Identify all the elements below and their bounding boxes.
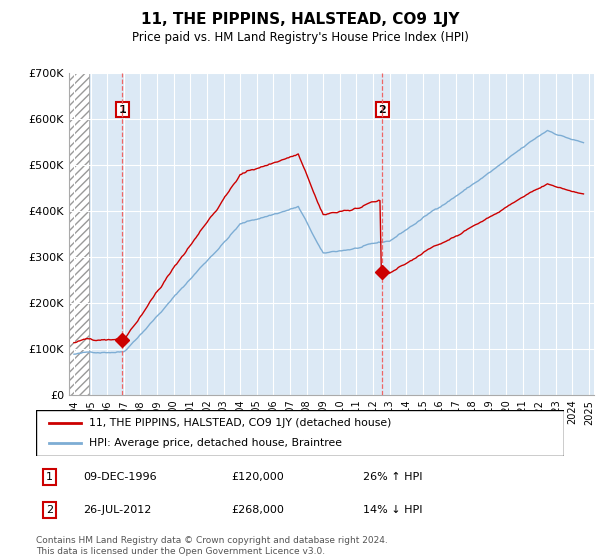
- Text: 09-DEC-1996: 09-DEC-1996: [83, 472, 157, 482]
- Text: £120,000: £120,000: [232, 472, 284, 482]
- Bar: [69, 73, 89, 395]
- Text: 11, THE PIPPINS, HALSTEAD, CO9 1JY: 11, THE PIPPINS, HALSTEAD, CO9 1JY: [141, 12, 459, 27]
- Text: £268,000: £268,000: [232, 505, 284, 515]
- Text: 26-JUL-2012: 26-JUL-2012: [83, 505, 152, 515]
- Text: 11, THE PIPPINS, HALSTEAD, CO9 1JY (detached house): 11, THE PIPPINS, HALSTEAD, CO9 1JY (deta…: [89, 418, 391, 428]
- Text: 2: 2: [46, 505, 53, 515]
- Text: 2: 2: [378, 105, 386, 115]
- Text: 14% ↓ HPI: 14% ↓ HPI: [364, 505, 423, 515]
- Text: 26% ↑ HPI: 26% ↑ HPI: [364, 472, 423, 482]
- Text: 1: 1: [119, 105, 127, 115]
- Text: 1: 1: [46, 472, 53, 482]
- Text: HPI: Average price, detached house, Braintree: HPI: Average price, detached house, Brai…: [89, 438, 342, 449]
- Text: Contains HM Land Registry data © Crown copyright and database right 2024.
This d: Contains HM Land Registry data © Crown c…: [36, 536, 388, 556]
- Text: Price paid vs. HM Land Registry's House Price Index (HPI): Price paid vs. HM Land Registry's House …: [131, 31, 469, 44]
